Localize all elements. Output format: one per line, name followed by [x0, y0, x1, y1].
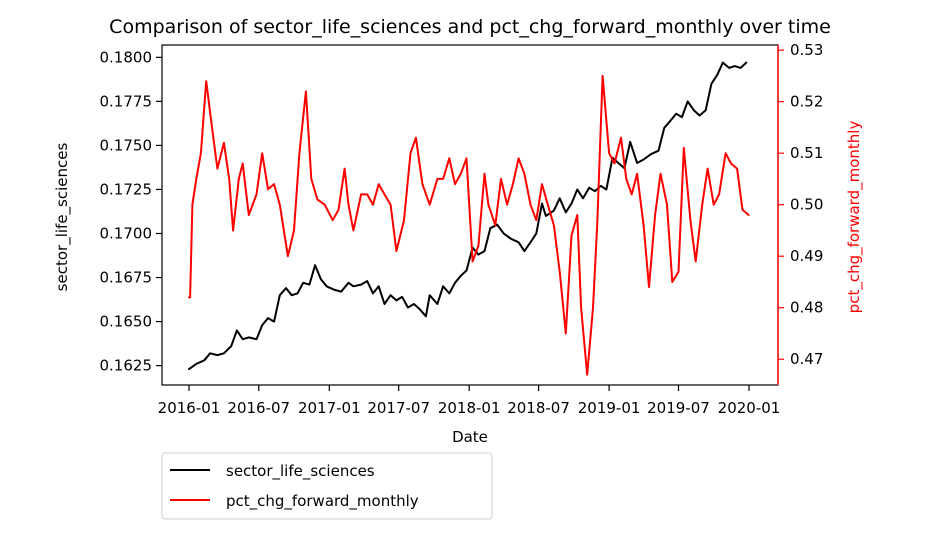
- series-line-sector-life-sciences: [188, 61, 748, 371]
- chart-title: Comparison of sector_life_sciences and p…: [109, 16, 831, 38]
- x-tick-label: 2017-07: [367, 399, 430, 417]
- x-axis-title: Date: [452, 428, 488, 446]
- left-y-tick-label: 0.1675: [100, 269, 153, 287]
- left-y-tick-label: 0.1725: [100, 180, 153, 198]
- right-y-tick-label: 0.50: [790, 196, 823, 214]
- right-y-axis-title: pct_chg_forward_monthly: [845, 121, 864, 314]
- x-tick-label: 2016-07: [227, 399, 290, 417]
- x-axis: 2016-01 2016-07 2017-01 2017-07 2018-01 2018-…: [158, 385, 781, 417]
- right-y-tick-label: 0.53: [790, 41, 823, 59]
- series-line-pct-chg-forward-monthly: [188, 74, 750, 376]
- right-y-tick-label: 0.51: [790, 144, 823, 162]
- left-y-tick-label: 0.1800: [100, 48, 153, 66]
- x-tick-label: 2018-07: [507, 399, 570, 417]
- x-tick-label: 2020-01: [718, 399, 781, 417]
- legend-label-sector-life-sciences: sector_life_sciences: [226, 462, 375, 481]
- right-y-tick-label: 0.49: [790, 247, 823, 265]
- legend-label-pct-chg-forward-monthly: pct_chg_forward_monthly: [226, 492, 419, 511]
- left-y-axis-title: sector_life_sciences: [53, 143, 72, 292]
- left-y-tick-label: 0.1700: [100, 224, 153, 242]
- left-y-tick-label: 0.1750: [100, 136, 153, 154]
- left-y-tick-label: 0.1650: [100, 313, 153, 331]
- x-tick-label: 2019-01: [578, 399, 641, 417]
- x-tick-label: 2018-01: [438, 399, 501, 417]
- right-y-tick-label: 0.48: [790, 299, 823, 317]
- left-y-axis: 0.1625 0.1650 0.1675 0.1700 0.1725 0.1750 0.17…: [100, 48, 162, 375]
- right-y-tick-label: 0.52: [790, 93, 823, 111]
- right-y-axis: 0.47 0.48 0.49 0.50 0.51 0.52 0.53: [777, 41, 823, 385]
- x-tick-label: 2017-01: [298, 399, 361, 417]
- x-tick-label: 2019-07: [647, 399, 710, 417]
- x-tick-label: 2016-01: [158, 399, 221, 417]
- left-y-tick-label: 0.1625: [100, 357, 153, 375]
- legend-box: [161, 452, 493, 520]
- series-layer: [188, 61, 750, 376]
- left-y-tick-label: 0.1775: [100, 92, 153, 110]
- legend: sector_life_sciences pct_chg_forward_mon…: [161, 452, 493, 520]
- right-y-tick-label: 0.47: [790, 350, 823, 368]
